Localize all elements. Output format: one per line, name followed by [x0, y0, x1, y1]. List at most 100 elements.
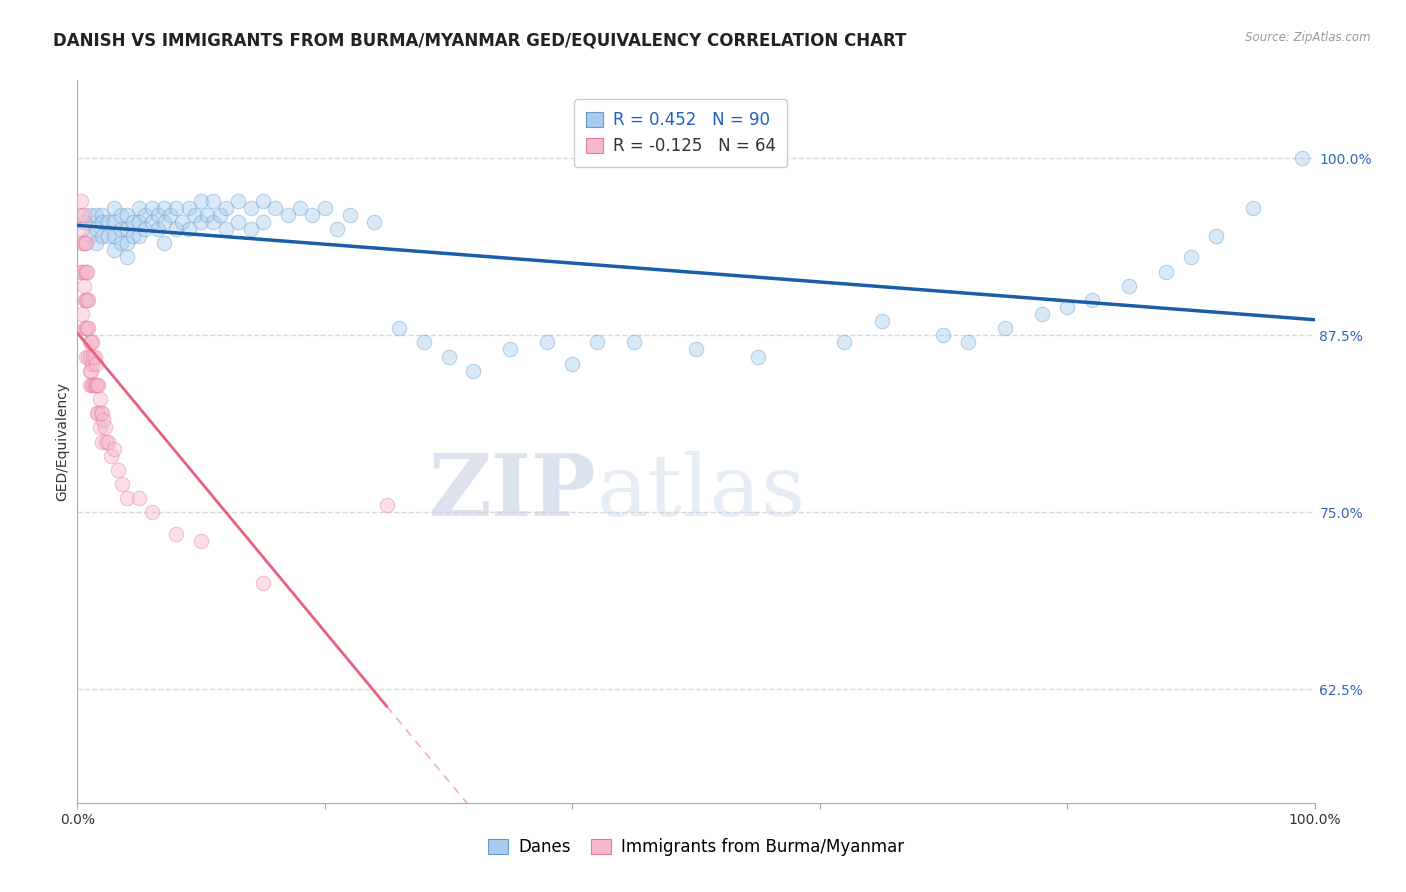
Point: [957, 335, 980, 350]
Point: [73, 236, 96, 251]
Point: [75, 321, 97, 335]
Point: [239, 201, 262, 215]
Point: [82, 377, 104, 392]
Point: [128, 201, 150, 215]
Point: [215, 201, 238, 215]
Point: [110, 222, 132, 236]
Point: [84, 236, 107, 251]
Point: [363, 215, 385, 229]
Point: [301, 208, 323, 222]
Text: ZIP: ZIP: [429, 450, 598, 534]
Point: [72, 236, 94, 251]
Text: DANISH VS IMMIGRANTS FROM BURMA/MYANMAR GED/EQUIVALENCY CORRELATION CHART: DANISH VS IMMIGRANTS FROM BURMA/MYANMAR …: [53, 31, 907, 49]
Point: [73, 321, 96, 335]
Point: [1081, 293, 1104, 307]
Point: [202, 194, 225, 208]
Point: [561, 357, 583, 371]
Point: [72, 215, 94, 229]
Point: [1180, 251, 1202, 265]
Point: [83, 377, 105, 392]
Point: [97, 215, 120, 229]
Point: [84, 377, 107, 392]
Point: [195, 208, 218, 222]
Point: [77, 350, 100, 364]
Point: [89, 420, 111, 434]
Point: [72, 278, 94, 293]
Point: [75, 293, 97, 307]
Point: [141, 215, 163, 229]
Point: [128, 215, 150, 229]
Point: [91, 229, 114, 244]
Point: [79, 229, 101, 244]
Point: [107, 463, 129, 477]
Point: [91, 413, 114, 427]
Point: [82, 377, 104, 392]
Point: [89, 392, 111, 406]
Y-axis label: GED/Equivalency: GED/Equivalency: [55, 382, 69, 501]
Point: [153, 215, 176, 229]
Point: [84, 222, 107, 236]
Point: [76, 264, 98, 278]
Point: [190, 215, 212, 229]
Point: [172, 215, 194, 229]
Point: [239, 222, 262, 236]
Point: [122, 215, 145, 229]
Point: [146, 222, 169, 236]
Point: [103, 229, 125, 244]
Point: [177, 201, 200, 215]
Point: [91, 208, 114, 222]
Point: [1241, 201, 1264, 215]
Point: [226, 194, 249, 208]
Point: [202, 215, 225, 229]
Text: Source: ZipAtlas.com: Source: ZipAtlas.com: [1246, 31, 1371, 45]
Point: [115, 251, 138, 265]
Point: [134, 222, 156, 236]
Point: [326, 222, 349, 236]
Point: [91, 215, 114, 229]
Point: [288, 201, 311, 215]
Point: [72, 236, 94, 251]
Point: [75, 236, 97, 251]
Point: [277, 208, 299, 222]
Point: [83, 350, 105, 364]
Point: [79, 208, 101, 222]
Point: [110, 208, 132, 222]
Point: [437, 350, 460, 364]
Point: [91, 434, 114, 449]
Point: [870, 314, 893, 328]
Point: [115, 222, 138, 236]
Point: [1031, 307, 1053, 321]
Point: [91, 406, 114, 420]
Point: [80, 364, 103, 378]
Point: [72, 208, 94, 222]
Legend: Danes, Immigrants from Burma/Myanmar: Danes, Immigrants from Burma/Myanmar: [481, 831, 911, 863]
Point: [80, 335, 103, 350]
Point: [128, 229, 150, 244]
Point: [252, 194, 274, 208]
Point: [75, 264, 97, 278]
Point: [339, 208, 361, 222]
Point: [165, 222, 187, 236]
Point: [146, 208, 169, 222]
Point: [208, 208, 231, 222]
Point: [834, 335, 856, 350]
Point: [73, 293, 96, 307]
Point: [115, 236, 138, 251]
Point: [103, 201, 125, 215]
Point: [76, 321, 98, 335]
Point: [153, 201, 176, 215]
Point: [499, 343, 522, 357]
Point: [77, 321, 100, 335]
Point: [73, 264, 96, 278]
Point: [141, 201, 163, 215]
Point: [86, 377, 108, 392]
Point: [252, 576, 274, 591]
Point: [75, 350, 97, 364]
Point: [623, 335, 645, 350]
Point: [153, 236, 176, 251]
Point: [94, 434, 117, 449]
Point: [82, 350, 104, 364]
Point: [994, 321, 1017, 335]
Point: [72, 264, 94, 278]
Point: [87, 377, 110, 392]
